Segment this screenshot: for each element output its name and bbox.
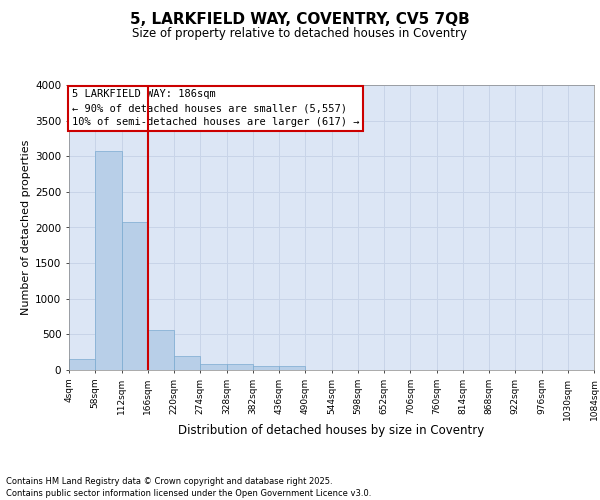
Bar — [174, 356, 200, 370]
Bar — [95, 150, 121, 370]
X-axis label: Distribution of detached houses by size in Coventry: Distribution of detached houses by size … — [178, 424, 485, 437]
Bar — [253, 366, 279, 370]
Bar — [148, 330, 174, 370]
Y-axis label: Number of detached properties: Number of detached properties — [21, 140, 31, 315]
Bar — [279, 366, 305, 370]
Text: Contains HM Land Registry data © Crown copyright and database right 2025.
Contai: Contains HM Land Registry data © Crown c… — [6, 476, 371, 498]
Bar — [69, 360, 95, 370]
Text: Size of property relative to detached houses in Coventry: Size of property relative to detached ho… — [133, 28, 467, 40]
Text: 5, LARKFIELD WAY, COVENTRY, CV5 7QB: 5, LARKFIELD WAY, COVENTRY, CV5 7QB — [130, 12, 470, 28]
Bar — [227, 364, 253, 370]
Bar — [200, 364, 227, 370]
Bar — [121, 222, 148, 370]
Text: 5 LARKFIELD WAY: 186sqm
← 90% of detached houses are smaller (5,557)
10% of semi: 5 LARKFIELD WAY: 186sqm ← 90% of detache… — [71, 90, 359, 128]
